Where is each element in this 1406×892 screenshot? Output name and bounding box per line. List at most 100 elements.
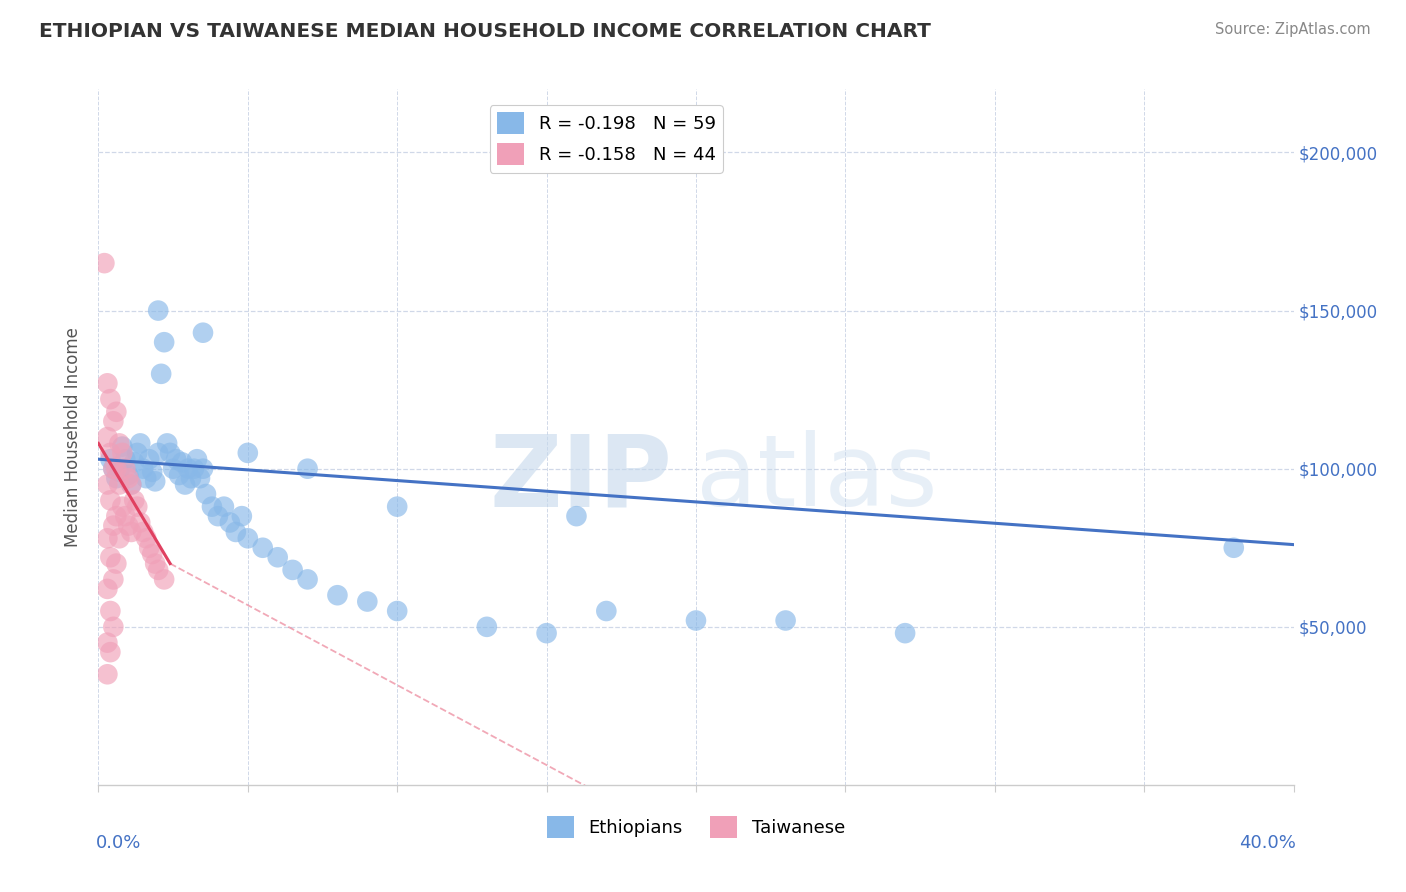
- Point: [103, 518, 125, 533]
- Point: [96, 635, 118, 649]
- Point: [191, 461, 214, 475]
- Point: [172, 455, 194, 469]
- Point: [297, 573, 319, 587]
- Point: [129, 436, 152, 450]
- Point: [143, 475, 166, 489]
- Point: [111, 446, 134, 460]
- Point: [153, 335, 176, 350]
- Y-axis label: Median Household Income: Median Household Income: [63, 327, 82, 547]
- Point: [201, 500, 224, 514]
- Point: [326, 588, 349, 602]
- Point: [212, 500, 235, 514]
- Point: [177, 461, 200, 475]
- Point: [93, 256, 115, 270]
- Point: [108, 465, 131, 479]
- Point: [98, 645, 122, 659]
- Point: [156, 436, 179, 450]
- Point: [475, 620, 498, 634]
- Point: [127, 500, 149, 514]
- Point: [108, 436, 131, 450]
- Point: [98, 604, 122, 618]
- Point: [120, 477, 142, 491]
- Point: [685, 614, 707, 628]
- Point: [536, 626, 558, 640]
- Point: [96, 477, 118, 491]
- Point: [167, 468, 190, 483]
- Point: [148, 446, 170, 460]
- Point: [120, 524, 142, 539]
- Point: [117, 471, 139, 485]
- Point: [356, 594, 378, 608]
- Point: [148, 303, 170, 318]
- Point: [281, 563, 304, 577]
- Point: [141, 465, 163, 479]
- Point: [103, 573, 125, 587]
- Point: [98, 392, 122, 406]
- Point: [124, 493, 146, 508]
- Point: [129, 516, 152, 530]
- Point: [132, 524, 155, 539]
- Point: [894, 626, 917, 640]
- Point: [132, 461, 155, 475]
- Point: [108, 477, 131, 491]
- Text: ZIP: ZIP: [489, 430, 672, 527]
- Text: ETHIOPIAN VS TAIWANESE MEDIAN HOUSEHOLD INCOME CORRELATION CHART: ETHIOPIAN VS TAIWANESE MEDIAN HOUSEHOLD …: [39, 22, 931, 41]
- Point: [225, 524, 247, 539]
- Point: [105, 461, 128, 475]
- Point: [385, 500, 409, 514]
- Point: [159, 446, 181, 460]
- Point: [267, 550, 290, 565]
- Point: [103, 414, 125, 428]
- Point: [105, 471, 128, 485]
- Point: [385, 604, 409, 618]
- Point: [135, 471, 157, 485]
- Point: [148, 563, 170, 577]
- Point: [96, 531, 118, 545]
- Point: [98, 550, 122, 565]
- Point: [96, 376, 118, 391]
- Point: [236, 531, 259, 545]
- Point: [188, 471, 211, 485]
- Point: [595, 604, 617, 618]
- Point: [98, 452, 122, 467]
- Point: [236, 446, 259, 460]
- Point: [186, 452, 208, 467]
- Point: [252, 541, 274, 555]
- Point: [141, 547, 163, 561]
- Text: 0.0%: 0.0%: [96, 834, 142, 852]
- Point: [96, 582, 118, 596]
- Point: [103, 620, 125, 634]
- Legend: Ethiopians, Taiwanese: Ethiopians, Taiwanese: [540, 809, 852, 846]
- Point: [150, 367, 173, 381]
- Text: Source: ZipAtlas.com: Source: ZipAtlas.com: [1215, 22, 1371, 37]
- Point: [98, 446, 122, 460]
- Point: [103, 461, 125, 475]
- Point: [143, 557, 166, 571]
- Point: [183, 461, 205, 475]
- Point: [565, 509, 588, 524]
- Point: [114, 509, 136, 524]
- Point: [231, 509, 253, 524]
- Point: [120, 477, 142, 491]
- Point: [297, 461, 319, 475]
- Point: [195, 487, 218, 501]
- Point: [138, 452, 160, 467]
- Point: [105, 405, 128, 419]
- Point: [162, 461, 184, 475]
- Text: 40.0%: 40.0%: [1239, 834, 1296, 852]
- Point: [111, 500, 134, 514]
- Point: [180, 471, 202, 485]
- Point: [191, 326, 214, 340]
- Point: [1223, 541, 1246, 555]
- Point: [117, 518, 139, 533]
- Text: atlas: atlas: [696, 430, 938, 527]
- Point: [135, 531, 157, 545]
- Point: [114, 461, 136, 475]
- Point: [114, 452, 136, 467]
- Point: [117, 468, 139, 483]
- Point: [108, 531, 131, 545]
- Point: [105, 557, 128, 571]
- Point: [98, 493, 122, 508]
- Point: [103, 461, 125, 475]
- Point: [105, 509, 128, 524]
